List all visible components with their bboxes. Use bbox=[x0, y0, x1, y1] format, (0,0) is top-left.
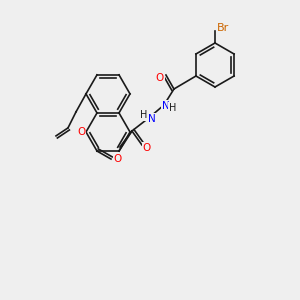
Text: N: N bbox=[148, 114, 156, 124]
Text: O: O bbox=[156, 73, 164, 83]
Text: O: O bbox=[77, 127, 85, 137]
Text: H: H bbox=[169, 103, 177, 113]
Text: O: O bbox=[114, 154, 122, 164]
Text: O: O bbox=[143, 143, 151, 153]
Text: H: H bbox=[140, 110, 148, 120]
Text: Br: Br bbox=[217, 23, 229, 33]
Text: N: N bbox=[162, 101, 170, 111]
